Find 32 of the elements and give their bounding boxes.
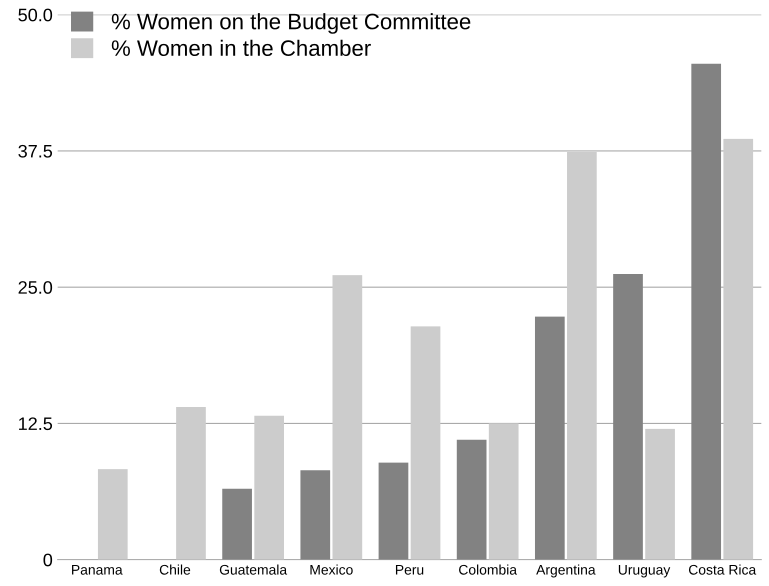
- x-tick-label: Chile: [160, 564, 190, 575]
- x-tick-label: Peru: [396, 565, 424, 575]
- legend-label: % Women on the Budget Committee: [112, 13, 470, 34]
- legend-label: % Women in the Chamber: [112, 40, 371, 56]
- bar: [98, 469, 128, 560]
- y-tick-label: 12.5: [19, 417, 52, 430]
- bar: [378, 462, 408, 560]
- bar: [723, 138, 754, 560]
- bar: [645, 428, 675, 560]
- bar: [691, 64, 722, 560]
- bar: [254, 416, 284, 560]
- y-tick-label: 0: [43, 554, 52, 566]
- x-tick-label: Colombia: [459, 564, 518, 575]
- y-tick-label: 50.0: [18, 8, 52, 22]
- bar: [567, 152, 597, 560]
- x-tick-label: Mexico: [310, 564, 353, 575]
- bar: [488, 423, 519, 560]
- x-tick-label: Guatemala: [220, 564, 288, 575]
- x-tick-label: Panama: [72, 565, 123, 575]
- bar: [456, 440, 486, 560]
- bar: [410, 326, 440, 560]
- bar: [176, 407, 206, 560]
- bar: [222, 488, 252, 560]
- x-tick-label: Argentina: [536, 564, 596, 578]
- y-tick-label: 37.5: [18, 144, 52, 158]
- bar: [332, 275, 362, 560]
- y-tick-label: 25.0: [18, 281, 52, 294]
- x-tick-label: Costa Rica: [688, 564, 756, 575]
- x-tick-label: Uruguay: [618, 565, 670, 578]
- bar: [300, 470, 330, 560]
- bar: [534, 316, 565, 560]
- bar: [613, 274, 643, 560]
